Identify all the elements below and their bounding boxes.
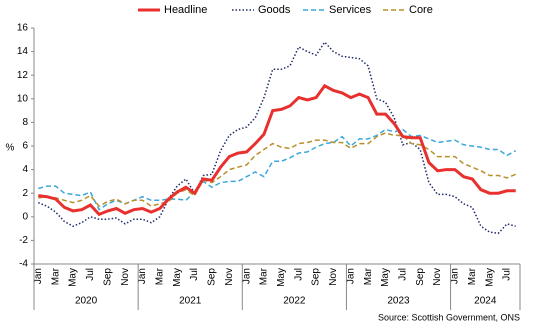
y-tick-label: 12 <box>17 70 29 81</box>
x-tick-label: Nov <box>432 268 443 286</box>
x-tick-label: Nov <box>120 268 131 286</box>
x-tick-label: May <box>380 268 391 287</box>
y-tick-label: 4 <box>22 164 28 175</box>
x-tick-label: Nov <box>328 268 339 286</box>
y-tick-label: 8 <box>22 117 28 128</box>
x-tick-label: Sep <box>207 268 218 286</box>
series-line <box>38 132 516 208</box>
x-tick-label: Jul <box>189 268 200 281</box>
legend-label: Core <box>409 4 433 16</box>
source: Source: Scottish Government, ONS <box>378 312 520 322</box>
year-label: 2023 <box>387 296 410 307</box>
x-tick-label: Jan <box>137 268 148 284</box>
series-line <box>38 83 516 217</box>
y-tick-label: 14 <box>17 46 29 57</box>
x-tick-label: Mar <box>50 267 61 285</box>
x-tick-label: Mar <box>259 267 270 285</box>
legend-label: Headline <box>164 4 207 16</box>
year-label: 2021 <box>179 296 202 307</box>
series-line <box>38 128 517 211</box>
y-tick-label: 0 <box>22 211 28 222</box>
x-tick-label: Jan <box>241 268 252 284</box>
series-line <box>38 40 516 235</box>
x-tick-label: Jan <box>345 268 356 284</box>
y-tick-label: 10 <box>17 93 29 104</box>
x-tick-label: May <box>276 268 287 287</box>
x-tick-label: Nov <box>224 268 235 286</box>
x-tick-label: Mar <box>154 267 165 285</box>
x-tick-label: Mar <box>363 267 374 285</box>
legend-label: Services <box>329 4 372 16</box>
x-tick-label: May <box>172 268 183 287</box>
x-tick-label: May <box>484 268 495 287</box>
legend-label: Goods <box>258 4 291 16</box>
y-tick-label: 16 <box>17 23 29 34</box>
x-tick-label: May <box>68 268 79 287</box>
x-tick-label: Sep <box>311 268 322 286</box>
year-label: 2022 <box>283 296 306 307</box>
y-axis-label: % <box>6 143 15 154</box>
x-tick-label: Jan <box>33 268 44 284</box>
year-label: 2024 <box>474 296 497 307</box>
x-tick-label: Jan <box>450 268 461 284</box>
y-tick-label: 2 <box>22 188 28 199</box>
y-tick-label: -4 <box>19 259 28 270</box>
x-tick-label: Sep <box>102 268 113 286</box>
x-tick-label: Jul <box>293 268 304 281</box>
x-tick-label: Jul <box>85 268 96 281</box>
x-tick-label: Sep <box>415 268 426 286</box>
y-tick-label: 6 <box>22 141 28 152</box>
x-tick-label: Jul <box>502 268 513 281</box>
x-tick-label: Jul <box>397 268 408 281</box>
y-tick-label: -2 <box>19 235 28 246</box>
x-tick-label: Mar <box>467 267 478 285</box>
year-label: 2020 <box>75 296 98 307</box>
